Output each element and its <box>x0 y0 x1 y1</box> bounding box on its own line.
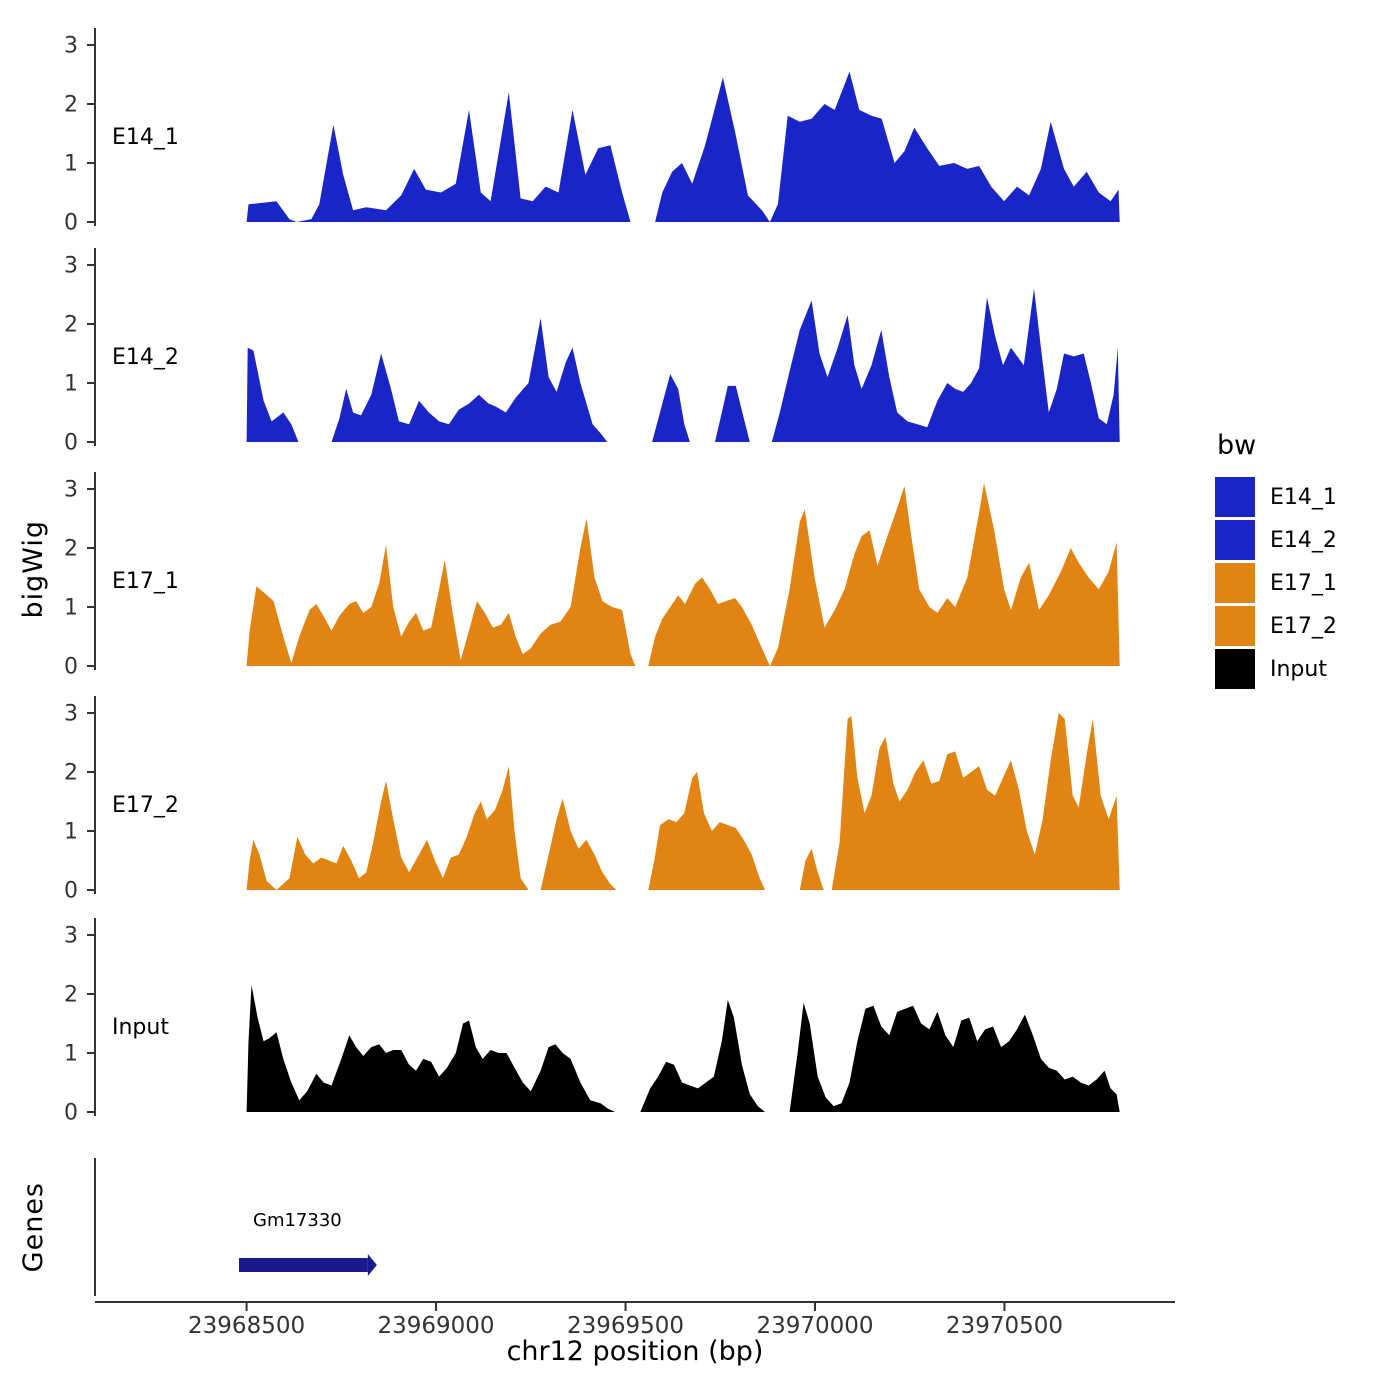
track-label: E17_2 <box>112 793 179 818</box>
x-tick-label: 23970000 <box>756 1313 873 1339</box>
legend-entry-label: Input <box>1270 656 1327 682</box>
x-axis-title: chr12 position (bp) <box>506 1336 764 1367</box>
gene-label: Gm17330 <box>253 1210 342 1231</box>
y-tick-label: 1 <box>64 372 78 397</box>
y-tick-label: 1 <box>64 820 78 845</box>
y-tick-label: 0 <box>64 879 78 904</box>
legend-title: bw <box>1217 430 1257 461</box>
track-E14_2: 0 1 2 3 E14_2 <box>64 248 1120 456</box>
y-tick-label: 3 <box>64 924 78 949</box>
y-tick-label: 2 <box>64 537 78 562</box>
gene-body <box>239 1258 368 1272</box>
tracks-chart: 0123E14_10123E14_20123E17_10123E17_20123… <box>64 28 1175 1339</box>
y-tick-label: 2 <box>64 983 78 1008</box>
y-tick-label: 3 <box>64 702 78 727</box>
coverage-area <box>246 288 1120 442</box>
coverage-area <box>246 71 1120 222</box>
legend-entry-label: E17_2 <box>1270 613 1337 639</box>
coverage-area <box>246 483 1120 666</box>
legend-entry: Input <box>1215 649 1337 689</box>
legend-swatch-icon <box>1215 477 1255 517</box>
x-axis: 23968500 23969000 23969500 23970000 23970500 <box>95 1301 1175 1339</box>
legend-entry: E17_1 <box>1215 563 1337 603</box>
y-tick-label: 2 <box>64 93 78 118</box>
legend-entry-label: E14_1 <box>1270 484 1337 510</box>
gene-arrow-icon <box>367 1254 377 1276</box>
y-tick-label: 1 <box>64 1042 78 1067</box>
y-tick-label: 3 <box>64 478 78 503</box>
legend-swatch-icon <box>1215 563 1255 603</box>
legend-swatch-icon <box>1215 606 1255 646</box>
x-tick-label: 23969500 <box>567 1313 684 1339</box>
y-tick-label: 2 <box>64 313 78 338</box>
y-tick-label: 3 <box>64 34 78 59</box>
legend-entry-label: E17_1 <box>1270 570 1337 596</box>
track-E14_1: 0 1 2 3 E14_1 <box>64 28 1120 236</box>
y-tick-label: 0 <box>64 1101 78 1126</box>
y-tick-label: 2 <box>64 761 78 786</box>
legend-entries: E14_1 E14_2 E17_1 E17_2 Input <box>1215 477 1337 689</box>
legend-swatch-icon <box>1215 649 1255 689</box>
y-tick-label: 0 <box>64 655 78 680</box>
y-tick-label: 3 <box>64 254 78 279</box>
legend-entry: E17_2 <box>1215 606 1337 646</box>
y-tick-label: 0 <box>64 211 78 236</box>
genes-track: Gm17330 <box>94 1158 377 1296</box>
track-E17_1: 0 1 2 3 E17_1 <box>64 472 1120 680</box>
x-tick-label: 23970500 <box>946 1313 1063 1339</box>
track-E17_2: 0 1 2 3 E17_2 <box>64 696 1120 904</box>
y-tick-label: 1 <box>64 596 78 621</box>
x-tick-label: 23968500 <box>188 1313 305 1339</box>
legend-entry: E14_2 <box>1215 520 1337 560</box>
track-Input: 0 1 2 3 Input <box>64 918 1120 1126</box>
track-label: E14_1 <box>112 125 179 150</box>
coverage-area <box>246 985 1120 1112</box>
x-tick-label: 23969000 <box>378 1313 495 1339</box>
legend-entry: E14_1 <box>1215 477 1337 517</box>
coverage-area <box>246 713 1120 890</box>
track-label: E17_1 <box>112 569 179 594</box>
y-tick-label: 1 <box>64 152 78 177</box>
y-tick-label: 0 <box>64 431 78 456</box>
legend-swatch-icon <box>1215 520 1255 560</box>
legend: bw E14_1 E14_2 E17_1 E17_2 Input <box>1215 430 1337 692</box>
track-label: Input <box>112 1015 169 1040</box>
legend-entry-label: E14_2 <box>1270 527 1337 553</box>
track-label: E14_2 <box>112 345 179 370</box>
